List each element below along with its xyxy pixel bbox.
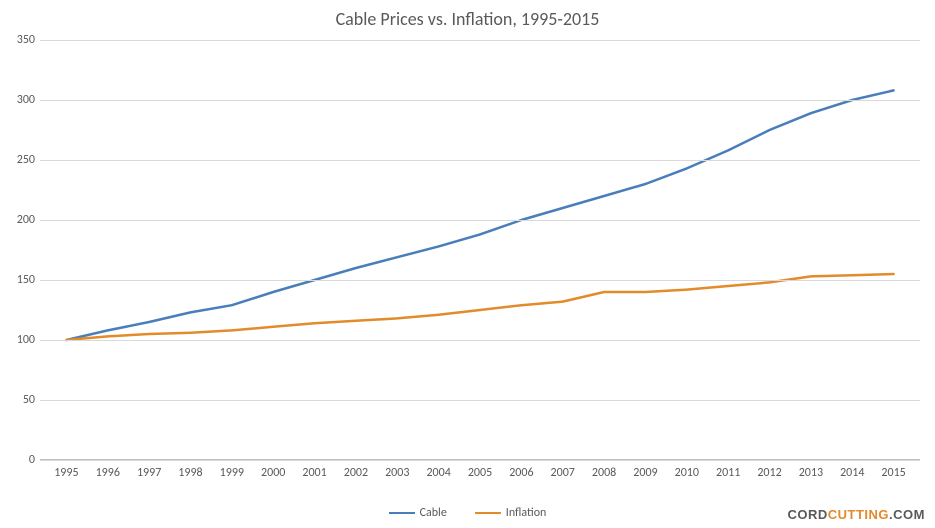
legend-swatch [389,512,415,514]
attribution-mid: CUTTING [828,507,889,522]
y-tick-label: 100 [5,333,35,347]
series-line-cable [66,90,893,340]
legend-label: Inflation [506,506,547,520]
x-tick-label: 2009 [633,466,657,480]
x-tick-label: 2011 [716,466,740,480]
gridline [40,40,920,41]
gridline [40,220,920,221]
legend-swatch [475,512,501,514]
x-tick-label: 2015 [881,466,905,480]
legend-item-inflation: Inflation [475,506,547,520]
attribution-post: .COM [889,507,925,522]
x-tick-label: 2005 [468,466,492,480]
gridline [40,160,920,161]
x-tick-label: 2013 [799,466,823,480]
x-tick-label: 1999 [220,466,244,480]
x-tick-label: 2014 [840,466,864,480]
x-tick-label: 2006 [509,466,533,480]
y-tick-label: 200 [5,213,35,227]
gridline [40,400,920,401]
x-tick-label: 2003 [385,466,409,480]
x-tick-label: 2000 [261,466,285,480]
gridline [40,280,920,281]
gridline [40,340,920,341]
y-tick-label: 250 [5,153,35,167]
line-series-svg [40,40,920,460]
x-tick-label: 1997 [137,466,161,480]
y-tick-label: 50 [5,393,35,407]
plot-area: 0501001502002503003501995199619971998199… [40,40,920,460]
chart-container: Cable Prices vs. Inflation, 1995-2015 05… [0,0,935,528]
attribution-pre: CORD [787,507,827,522]
x-axis-line [40,459,920,460]
x-tick-label: 2007 [551,466,575,480]
x-tick-label: 2002 [344,466,368,480]
y-tick-label: 350 [5,33,35,47]
x-tick-label: 1998 [178,466,202,480]
legend-label: Cable [420,506,447,520]
y-tick-label: 0 [5,453,35,467]
x-tick-label: 1996 [96,466,120,480]
gridline [40,100,920,101]
gridline [40,460,920,461]
x-tick-label: 2004 [426,466,450,480]
y-tick-label: 300 [5,93,35,107]
x-tick-label: 2012 [757,466,781,480]
x-tick-label: 2008 [592,466,616,480]
legend-item-cable: Cable [389,506,447,520]
y-tick-label: 150 [5,273,35,287]
chart-title: Cable Prices vs. Inflation, 1995-2015 [0,8,935,30]
series-line-inflation [66,274,893,340]
x-tick-label: 2001 [302,466,326,480]
attribution: CORDCUTTING.COM [787,507,925,522]
x-tick-label: 2010 [675,466,699,480]
x-tick-label: 1995 [54,466,78,480]
